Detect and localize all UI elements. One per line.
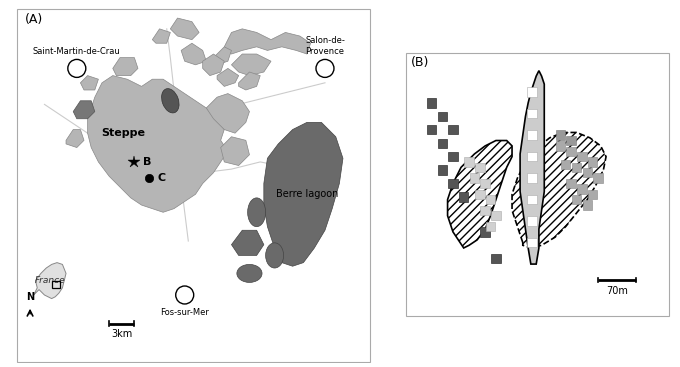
Bar [491, 211, 500, 221]
Bar [459, 192, 469, 201]
Text: Salon-de-
Provence: Salon-de- Provence [305, 36, 345, 56]
Bar [556, 130, 565, 140]
Bar [470, 174, 479, 183]
Bar [52, 281, 60, 288]
Polygon shape [231, 230, 264, 255]
Bar [566, 136, 576, 145]
Bar [491, 254, 500, 264]
Text: Fos-sur-Mer: Fos-sur-Mer [160, 308, 209, 317]
Ellipse shape [266, 243, 284, 268]
Polygon shape [66, 130, 84, 148]
Polygon shape [181, 43, 206, 65]
Bar [572, 163, 581, 172]
Bar [593, 174, 602, 183]
Bar [577, 152, 587, 161]
Bar [566, 146, 576, 156]
Polygon shape [206, 94, 250, 133]
Bar [528, 87, 537, 97]
Polygon shape [231, 54, 271, 76]
Polygon shape [224, 29, 311, 54]
Bar [556, 141, 565, 150]
Bar [475, 163, 485, 172]
Bar [486, 222, 495, 231]
Polygon shape [520, 71, 544, 264]
Polygon shape [33, 263, 66, 299]
Bar [481, 206, 490, 215]
Bar [481, 179, 490, 188]
Bar [583, 200, 592, 210]
Bar [588, 157, 597, 167]
Bar [464, 157, 474, 167]
Bar [427, 98, 436, 108]
Bar [427, 125, 436, 134]
Text: 70m: 70m [606, 286, 628, 295]
Bar [577, 184, 587, 193]
Text: Berre lagoon: Berre lagoon [276, 189, 338, 199]
Circle shape [316, 59, 334, 77]
Polygon shape [447, 141, 512, 248]
Ellipse shape [248, 198, 266, 227]
Polygon shape [152, 29, 170, 43]
Bar [528, 238, 537, 247]
Bar [448, 179, 458, 188]
Ellipse shape [162, 88, 179, 113]
Bar [566, 179, 576, 188]
Bar [528, 195, 537, 204]
Bar [572, 195, 581, 204]
Text: Steppe: Steppe [101, 128, 146, 138]
Bar [486, 195, 495, 204]
Polygon shape [88, 76, 228, 212]
Text: 3km: 3km [111, 329, 133, 339]
Text: N: N [26, 292, 34, 302]
Bar [437, 166, 447, 175]
Text: Saint-Martin-de-Crau: Saint-Martin-de-Crau [33, 47, 120, 56]
Text: (A): (A) [24, 13, 43, 26]
Polygon shape [203, 54, 224, 76]
Ellipse shape [237, 264, 262, 283]
Bar [437, 112, 447, 121]
Bar [588, 189, 597, 199]
Bar [583, 168, 592, 178]
Polygon shape [221, 137, 250, 166]
Bar [561, 160, 571, 170]
Polygon shape [264, 122, 343, 266]
Polygon shape [113, 58, 138, 76]
Bar [528, 174, 537, 183]
Text: C: C [158, 173, 166, 183]
Polygon shape [73, 101, 95, 119]
Circle shape [68, 59, 86, 77]
Circle shape [175, 286, 194, 304]
Bar [437, 138, 447, 148]
Text: B: B [143, 157, 152, 167]
Polygon shape [170, 18, 199, 40]
Polygon shape [214, 47, 231, 65]
Bar [528, 109, 537, 119]
Polygon shape [239, 72, 260, 90]
Bar [448, 152, 458, 161]
Polygon shape [80, 76, 99, 90]
Bar [528, 152, 537, 161]
Bar [448, 125, 458, 134]
Text: France: France [35, 276, 65, 285]
Bar [475, 189, 485, 199]
Polygon shape [217, 68, 239, 86]
Text: (B): (B) [411, 56, 430, 69]
Polygon shape [512, 132, 606, 248]
Bar [528, 130, 537, 140]
Bar [481, 227, 490, 237]
Bar [528, 217, 537, 226]
